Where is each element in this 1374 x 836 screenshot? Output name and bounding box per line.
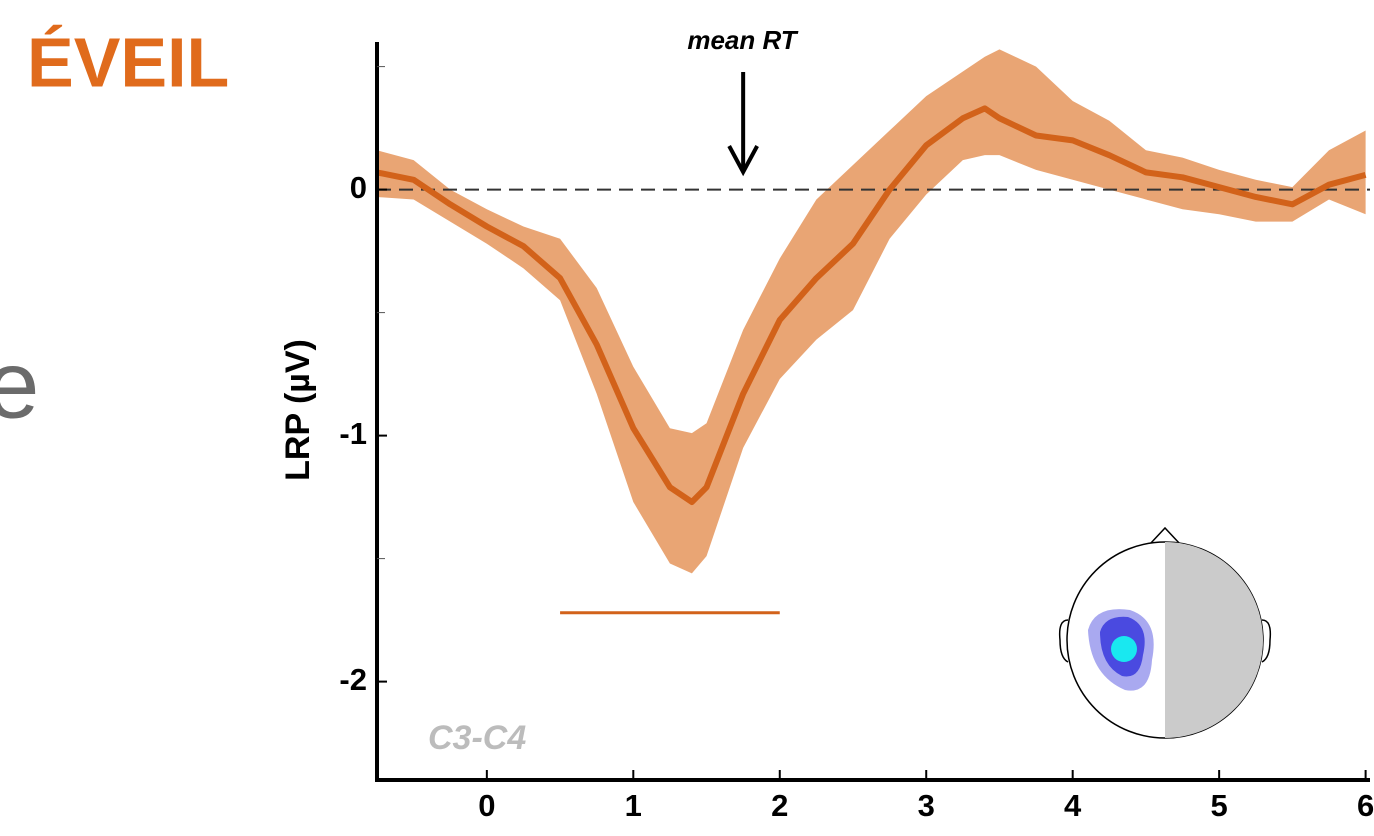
x-tick-label: 0 bbox=[478, 788, 495, 823]
y-axis-label: LRP (µV) bbox=[279, 339, 317, 481]
x-tick-label: 5 bbox=[1211, 788, 1228, 823]
annotation: mean RT bbox=[687, 25, 798, 55]
error-band bbox=[377, 49, 1366, 574]
x-tick-label: 1 bbox=[625, 788, 642, 823]
x-tick-label: 6 bbox=[1357, 788, 1374, 823]
side-text: e bbox=[0, 331, 39, 438]
y-tick-label: 0 bbox=[350, 170, 367, 205]
x-tick-label: 2 bbox=[771, 788, 788, 823]
head-topography bbox=[1058, 526, 1272, 739]
channel-label: C3-C4 bbox=[428, 719, 526, 757]
y-tick-label: -2 bbox=[339, 662, 367, 697]
y-tick-label: -1 bbox=[339, 416, 367, 451]
mean-line bbox=[376, 105, 1367, 506]
x-tick-label: 4 bbox=[1064, 788, 1082, 823]
x-tick-label: 3 bbox=[918, 788, 935, 823]
heading: ÉVEIL bbox=[27, 23, 229, 101]
annotation-arrow-head bbox=[727, 145, 759, 177]
